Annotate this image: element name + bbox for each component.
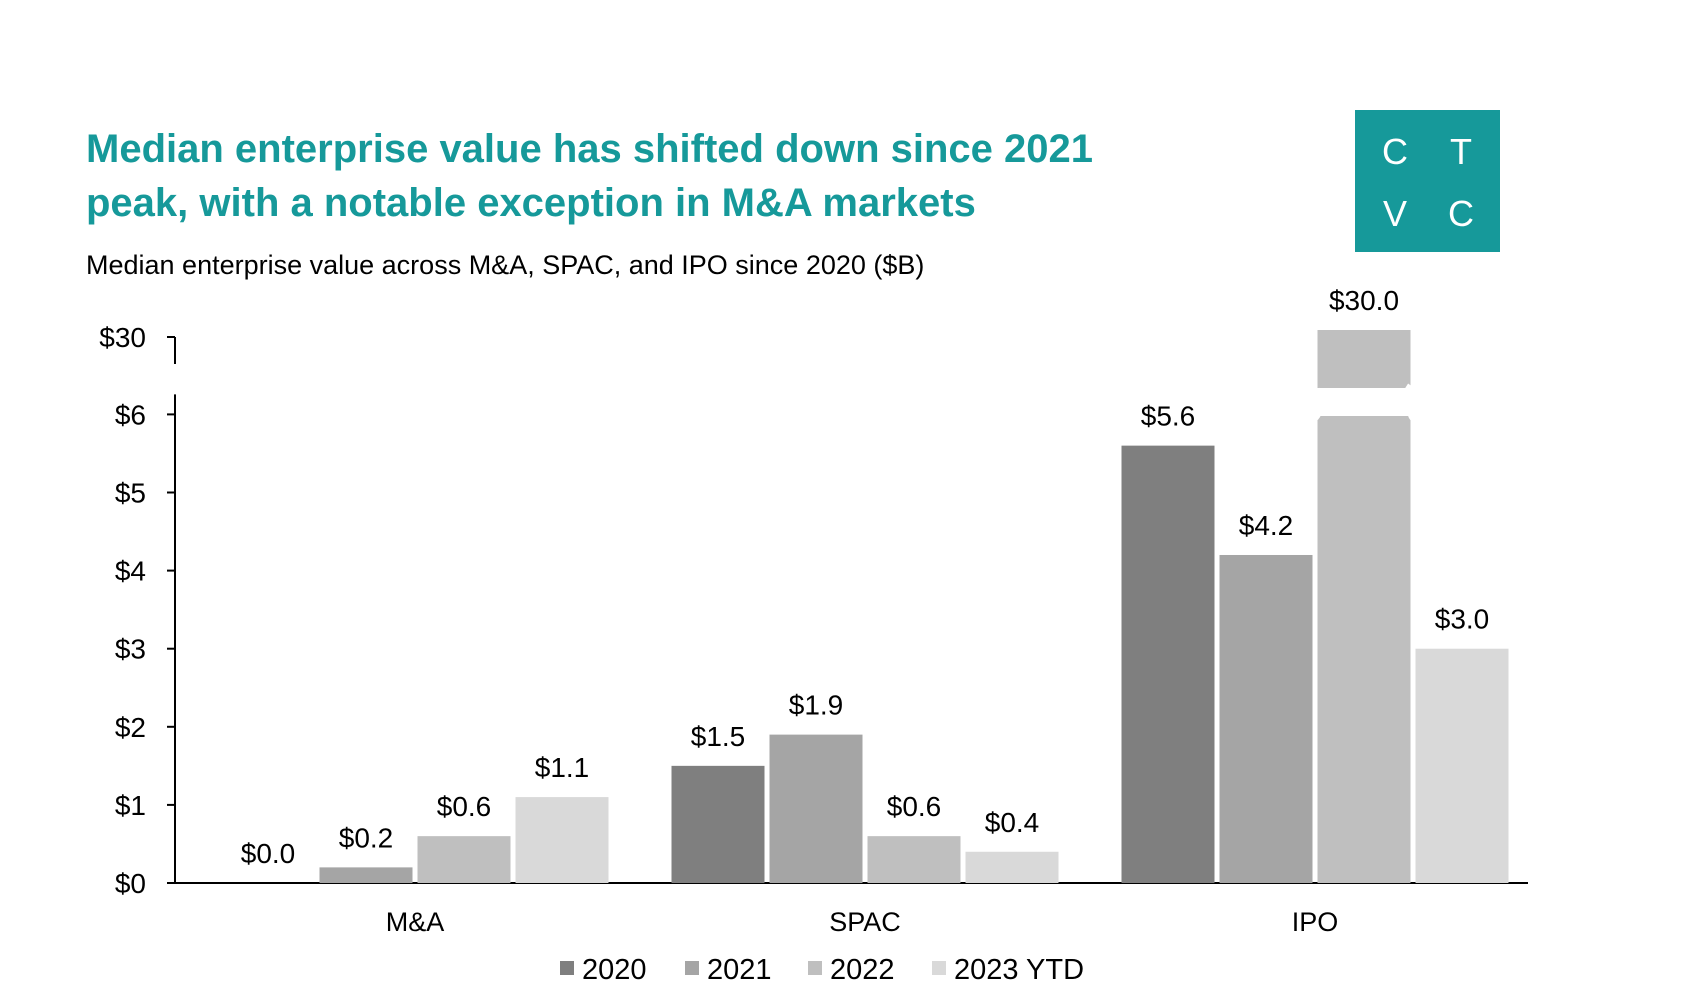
chart-title: Median enterprise value has shifted down… xyxy=(86,127,1094,225)
data-label: $4.2 xyxy=(1239,510,1294,541)
y-tick-label: $6 xyxy=(115,399,146,430)
x-tick-label: SPAC xyxy=(829,907,901,937)
bar xyxy=(515,797,609,883)
bar xyxy=(769,734,863,883)
legend-label: 2021 xyxy=(707,954,772,986)
y-tick-label: $30 xyxy=(99,322,146,353)
bar xyxy=(1121,445,1215,883)
bar xyxy=(867,836,961,883)
y-tick-label: $2 xyxy=(115,712,146,743)
logo-letter: V xyxy=(1382,193,1407,234)
data-label: $3.0 xyxy=(1435,604,1490,635)
data-label: $0.2 xyxy=(339,822,394,853)
y-tick-label: $4 xyxy=(115,556,146,587)
y-tick-label: $3 xyxy=(115,634,146,665)
data-label: $30.0 xyxy=(1329,285,1399,316)
data-label: $0.6 xyxy=(887,791,942,822)
data-label: $5.6 xyxy=(1141,401,1196,432)
bar xyxy=(671,765,765,883)
bar xyxy=(1415,648,1509,883)
axis-break-curve xyxy=(1313,387,1324,420)
axis-break-curve xyxy=(1404,383,1417,423)
ctvc-logo: C T V C xyxy=(1355,110,1500,252)
data-label: $0.0 xyxy=(241,838,296,869)
legend-label: 2022 xyxy=(830,954,895,986)
bar xyxy=(417,836,511,883)
axis-break-band xyxy=(1315,388,1413,416)
bar xyxy=(965,851,1059,883)
logo-letter: C xyxy=(1448,193,1474,234)
chart-subtitle: Median enterprise value across M&A, SPAC… xyxy=(86,250,925,280)
legend-swatch xyxy=(808,961,822,975)
x-tick-label: IPO xyxy=(1292,907,1339,937)
x-tick-label: M&A xyxy=(386,907,445,937)
data-label: $1.9 xyxy=(789,690,844,721)
y-tick-label: $1 xyxy=(115,790,146,821)
data-label: $0.6 xyxy=(437,791,492,822)
legend-label: 2023 YTD xyxy=(954,954,1084,986)
y-tick-label: $0 xyxy=(115,868,146,899)
legend-swatch xyxy=(685,961,699,975)
data-label: $0.4 xyxy=(985,807,1040,838)
logo-letter: T xyxy=(1450,131,1472,172)
legend-swatch xyxy=(560,961,574,975)
data-label: $1.5 xyxy=(691,721,746,752)
bar xyxy=(1317,330,1411,883)
data-label: $1.1 xyxy=(535,752,590,783)
y-tick-label: $5 xyxy=(115,478,146,509)
legend-label: 2020 xyxy=(582,954,647,986)
legend-swatch xyxy=(932,961,946,975)
bar xyxy=(319,867,413,883)
logo-letter: C xyxy=(1382,131,1408,172)
bar xyxy=(1219,554,1313,883)
